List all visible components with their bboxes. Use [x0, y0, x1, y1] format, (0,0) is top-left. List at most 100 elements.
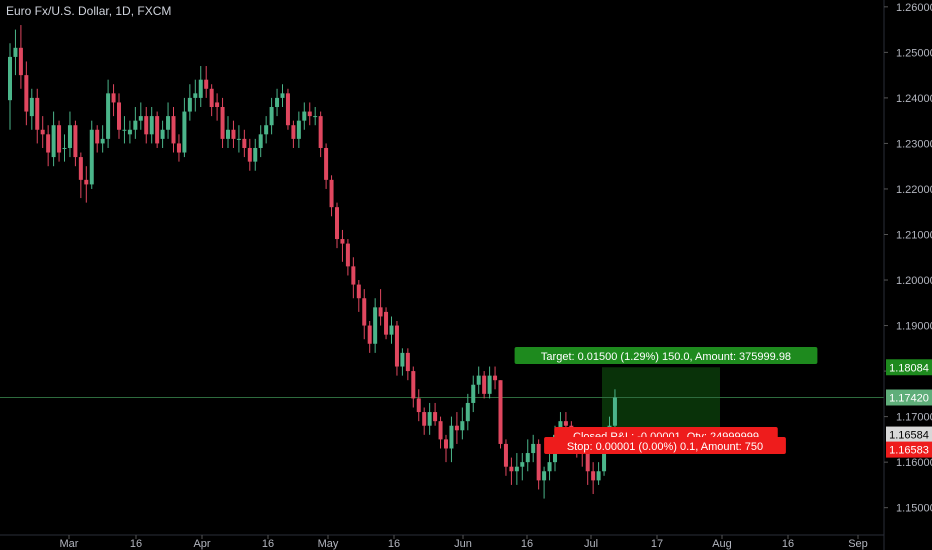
target-label[interactable]: Target: 0.01500 (1.29%) 150.0, Amount: 3…: [514, 347, 818, 364]
y-tick-label: 1.20000: [896, 275, 932, 287]
position-labels: Target: 0.01500 (1.29%) 150.0, Amount: 3…: [514, 347, 818, 454]
candle: [8, 43, 12, 130]
candle: [411, 366, 416, 408]
candle: [596, 462, 601, 485]
candle-body: [253, 147, 258, 162]
candle: [340, 229, 345, 262]
candle: [536, 439, 541, 490]
candle-body: [411, 371, 416, 399]
candle: [242, 129, 247, 158]
candle: [335, 202, 339, 249]
candle-body: [487, 375, 492, 394]
candle-body: [73, 125, 78, 158]
candle-body: [307, 111, 312, 117]
candle-body: [362, 298, 367, 326]
candle-body: [40, 129, 45, 135]
candle-body: [335, 207, 339, 240]
candle: [367, 321, 372, 353]
candle: [18, 25, 23, 89]
candle: [209, 84, 214, 117]
candle-body: [384, 311, 389, 335]
candle: [138, 102, 143, 130]
candle-body: [285, 93, 290, 126]
candle: [231, 120, 236, 148]
candle-body: [438, 421, 443, 440]
candle-body: [542, 471, 547, 481]
candle: [394, 321, 399, 376]
candle-body: [340, 239, 345, 244]
candle-body: [503, 443, 508, 467]
candle: [247, 138, 252, 171]
candle-body: [427, 412, 432, 426]
candle-body: [471, 384, 476, 403]
x-tick-label: Apr: [193, 538, 210, 550]
candle-body: [296, 120, 301, 139]
stop-label[interactable]: Stop: 0.00001 (0.00%) 0.1, Amount: 750: [544, 437, 786, 454]
candle-body: [444, 439, 448, 449]
price-tag-entry: 1.16584: [886, 426, 932, 443]
candle-body: [204, 79, 209, 89]
candle-body: [563, 421, 568, 426]
candle: [29, 88, 34, 130]
candle-body: [591, 471, 596, 481]
candle-body: [78, 157, 83, 180]
candle-body: [57, 125, 62, 153]
candle: [253, 138, 258, 171]
candle-body: [236, 138, 241, 140]
candle-body: [422, 412, 427, 426]
candle-body: [612, 397, 617, 426]
candle: [531, 434, 536, 463]
candle: [438, 416, 443, 449]
target-zone[interactable]: [602, 367, 720, 436]
candle-body: [313, 116, 318, 118]
candle-body: [405, 352, 410, 372]
x-tick-label: May: [318, 538, 339, 550]
candle-body: [449, 425, 454, 449]
candle: [149, 107, 154, 144]
candle-body: [264, 125, 269, 135]
price-tag-text: 1.16583: [889, 445, 929, 457]
candle: [416, 389, 421, 422]
candle: [313, 107, 318, 126]
candle-body: [585, 453, 590, 472]
price-axis[interactable]: 1.26000 1.25000 1.24000 1.23000 1.22000 1.210…: [883, 0, 932, 550]
candle: [291, 120, 296, 148]
candle-body: [149, 116, 154, 135]
candle-body: [400, 352, 405, 367]
y-tick-label: 1.17000: [896, 412, 932, 424]
candle-body: [520, 462, 525, 467]
candle-body: [531, 443, 536, 454]
candle: [405, 348, 410, 381]
price-tag-target: 1.18084: [886, 359, 932, 376]
price-tag-text: 1.18084: [889, 362, 929, 374]
candle: [51, 111, 56, 167]
candle: [84, 166, 89, 203]
candle: [122, 116, 127, 144]
candle-body: [275, 97, 280, 107]
candle: [329, 175, 334, 217]
candle: [542, 466, 547, 499]
candle: [422, 407, 427, 435]
price-tag-last: 1.17420: [886, 389, 932, 406]
candle: [24, 61, 29, 126]
candle: [493, 366, 498, 390]
candle: [258, 125, 263, 158]
y-tick-label: 1.23000: [896, 138, 932, 150]
y-tick-label: 1.16000: [896, 457, 932, 469]
candle: [57, 120, 62, 162]
candle-body: [226, 129, 230, 139]
candle: [111, 84, 116, 117]
candle-body: [367, 325, 372, 344]
candle: [296, 111, 301, 148]
price-tag-text: 1.16584: [889, 430, 929, 442]
candle-body: [24, 75, 29, 112]
time-axis[interactable]: Mar 16 Apr 16 May 16 Jun 16 Jul 17 Aug 16 Sep: [0, 534, 884, 550]
candle-body: [209, 88, 214, 107]
candle: [324, 143, 329, 189]
candle-body: [318, 116, 323, 148]
candle-body: [106, 93, 111, 139]
candle: [100, 125, 105, 153]
candle: [318, 111, 323, 158]
candle-body: [493, 375, 498, 381]
